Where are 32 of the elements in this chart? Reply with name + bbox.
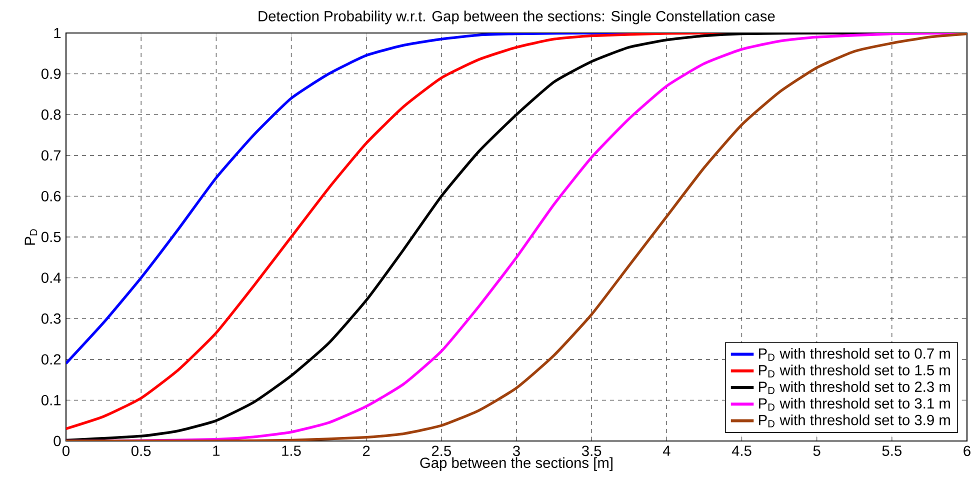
y-tick-label: 0.6 — [41, 191, 61, 202]
x-tick-label: 6 — [964, 446, 970, 456]
legend-label: P$_{D}$ with threshold set to 1.5 m — [758, 364, 950, 378]
x-tick-label: 2.5 — [432, 446, 451, 456]
legend-label: P$_{D}$ with threshold set to 3.1 m — [758, 398, 950, 411]
x-tick-label: 3 — [512, 446, 520, 456]
x-tick-label: 3.5 — [582, 446, 602, 456]
chart-title: Detection Probability w.r.t. Gap between the sections: Single Constellation case — [258, 10, 775, 24]
y-axis-title: P$_{D}$ — [24, 229, 38, 245]
y-tick-label: 0 — [54, 436, 61, 446]
x-tick-label: 4 — [662, 446, 670, 456]
legend-label: P$_{D}$ with threshold set to 0.7 m — [758, 348, 950, 361]
y-tick-label: 0.9 — [41, 68, 61, 79]
y-tick-label: 0.4 — [41, 272, 61, 283]
y-tick-label: 0.2 — [41, 354, 61, 365]
y-tick-label: 0.8 — [41, 109, 61, 120]
x-tick-label: 4.5 — [732, 446, 752, 456]
x-tick-label: 1.5 — [282, 446, 301, 456]
y-tick-label: 0.7 — [41, 150, 61, 161]
y-tick-label: 0.1 — [41, 395, 61, 406]
y-tick-label: 1 — [54, 28, 61, 38]
y-tick-label: 0.3 — [41, 313, 61, 324]
legend-label: P$_{D}$ with threshold set to 2.3 m — [758, 381, 950, 394]
x-tick-label: 0 — [62, 446, 70, 456]
x-axis-title: Gap between the sections [m] — [420, 457, 612, 471]
x-tick-label: 0.5 — [131, 446, 151, 456]
x-tick-label: 2 — [362, 446, 370, 456]
x-tick-label: 1 — [213, 446, 220, 456]
x-tick-label: 5.5 — [882, 446, 902, 456]
y-tick-label: 0.5 — [41, 232, 61, 242]
x-tick-label: 5 — [813, 446, 820, 456]
legend-label: P$_{D}$ with threshold set to 3.9 m — [758, 414, 950, 428]
